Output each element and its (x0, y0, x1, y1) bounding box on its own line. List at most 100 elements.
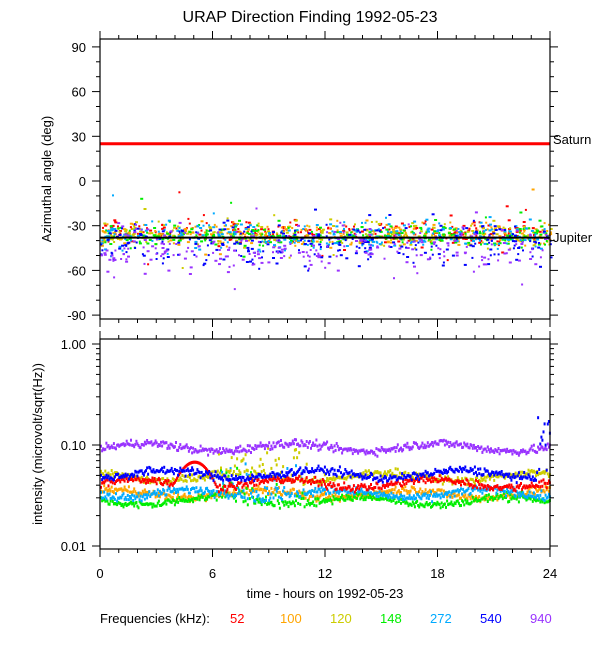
angle-point (473, 233, 477, 236)
intensity-point (329, 495, 332, 499)
intensity-point (319, 494, 322, 498)
intensity-point (265, 489, 267, 493)
intensity-point (503, 484, 506, 488)
angle-point (228, 265, 231, 268)
intensity-point (428, 494, 431, 497)
intensity-point (472, 496, 475, 500)
intensity-point (214, 449, 217, 453)
angle-point (315, 224, 319, 226)
angle-point (244, 237, 247, 240)
intensity-point (422, 472, 425, 476)
intensity-point (126, 503, 129, 507)
intensity-point (231, 472, 234, 476)
angle-point (104, 241, 107, 244)
angle-point (411, 248, 415, 251)
intensity-point (269, 448, 272, 451)
angle-point (420, 228, 423, 231)
angle-point (157, 230, 160, 233)
intensity-point (179, 487, 182, 491)
angle-point (438, 222, 441, 225)
angle-point (160, 232, 163, 235)
intensity-point (426, 441, 429, 445)
intensity-point (328, 473, 331, 476)
intensity-point (476, 473, 479, 477)
intensity-point (308, 489, 311, 493)
intensity-point (394, 475, 397, 479)
intensity-point (165, 441, 168, 445)
angle-point (399, 228, 403, 231)
angle-point (272, 233, 275, 235)
angle-point (332, 254, 335, 256)
angle-point (439, 248, 442, 251)
intensity-point (254, 499, 257, 503)
intensity-point (317, 448, 320, 452)
intensity-point (233, 493, 236, 497)
intensity-point (472, 443, 475, 447)
angle-point (252, 229, 255, 232)
intensity-point (328, 447, 331, 451)
intensity-point (160, 440, 162, 444)
intensity-point (364, 498, 367, 502)
intensity-point (480, 476, 483, 480)
intensity-point (349, 489, 352, 493)
intensity-point (327, 483, 330, 487)
intensity-point (509, 486, 512, 490)
intensity-point (232, 470, 235, 473)
intensity-point (162, 477, 165, 481)
angle-point (486, 243, 489, 246)
chart-title: URAP Direction Finding 1992-05-23 (183, 9, 438, 26)
intensity-point (254, 501, 257, 505)
angle-point (283, 226, 286, 229)
angle-point (196, 225, 200, 228)
angle-point (524, 244, 527, 247)
angle-point (317, 235, 321, 237)
intensity-point (328, 483, 331, 487)
intensity-point (352, 484, 355, 488)
angle-point (122, 228, 126, 231)
legend-title: Frequencies (kHz): (100, 611, 210, 626)
intensity-point (336, 444, 339, 448)
intensity-point (185, 499, 188, 503)
intensity-point (433, 441, 436, 445)
angle-point (244, 227, 248, 230)
angle-point (173, 235, 176, 238)
intensity-point (151, 476, 154, 480)
angle-point (297, 251, 301, 254)
angle-point (261, 240, 264, 243)
intensity-point (516, 495, 519, 499)
intensity-point (370, 449, 372, 453)
angle-point (161, 240, 164, 243)
intensity-point (449, 478, 452, 482)
angle-point (106, 223, 109, 226)
intensity-point (121, 442, 124, 446)
saturn-label: Saturn (553, 132, 591, 147)
intensity-point (531, 499, 534, 503)
intensity-point (466, 469, 469, 473)
intensity-point (241, 449, 244, 453)
x-tick-label: 18 (430, 566, 444, 581)
angle-point (215, 248, 219, 251)
intensity-point (386, 494, 389, 498)
angle-point (400, 238, 404, 241)
angle-point (293, 241, 296, 244)
intensity-point (150, 502, 153, 506)
intensity-point (161, 491, 164, 495)
intensity-point (408, 479, 411, 483)
angle-point (288, 237, 292, 240)
intensity-point (271, 447, 274, 451)
angle-point (268, 234, 271, 237)
intensity-point (287, 444, 290, 448)
intensity-point (162, 488, 165, 492)
intensity-point (292, 501, 295, 505)
intensity-point (327, 470, 330, 474)
angle-point (276, 239, 278, 242)
intensity-point (420, 497, 423, 501)
angle-point (280, 231, 283, 234)
intensity-point (123, 497, 126, 501)
angle-point (449, 238, 453, 241)
intensity-point (137, 476, 140, 480)
intensity-point (301, 471, 304, 475)
intensity-point (119, 495, 122, 499)
intensity-point (334, 477, 337, 481)
angle-point (521, 283, 524, 286)
